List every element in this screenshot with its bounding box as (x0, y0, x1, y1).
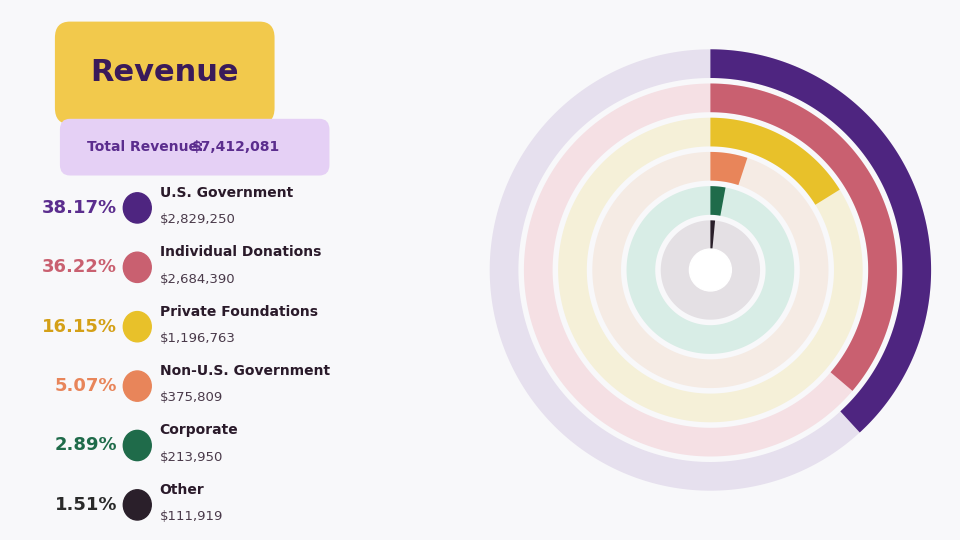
Polygon shape (710, 186, 726, 216)
Polygon shape (710, 152, 748, 185)
Text: $375,809: $375,809 (159, 392, 223, 404)
Polygon shape (710, 118, 840, 205)
Text: 16.15%: 16.15% (42, 318, 117, 336)
Text: $213,950: $213,950 (159, 451, 223, 464)
Text: Total Revenue:: Total Revenue: (87, 140, 208, 154)
Polygon shape (627, 186, 794, 354)
Circle shape (123, 193, 152, 223)
Text: $1,196,763: $1,196,763 (159, 332, 235, 345)
Polygon shape (660, 220, 760, 320)
Text: Other: Other (159, 483, 204, 497)
Circle shape (123, 312, 152, 342)
Polygon shape (710, 49, 931, 433)
Text: $111,919: $111,919 (159, 510, 223, 523)
Polygon shape (710, 84, 897, 391)
Text: Individual Donations: Individual Donations (159, 245, 321, 259)
Text: Non-U.S. Government: Non-U.S. Government (159, 364, 330, 378)
FancyBboxPatch shape (60, 119, 329, 176)
Polygon shape (558, 118, 863, 422)
Text: 2.89%: 2.89% (55, 436, 117, 455)
Text: 5.07%: 5.07% (55, 377, 117, 395)
Text: $2,829,250: $2,829,250 (159, 213, 235, 226)
Polygon shape (490, 49, 931, 491)
Text: $2,684,390: $2,684,390 (159, 273, 235, 286)
Polygon shape (524, 84, 897, 456)
Text: Corporate: Corporate (159, 423, 238, 437)
FancyBboxPatch shape (55, 22, 275, 124)
Circle shape (123, 252, 152, 282)
Circle shape (123, 490, 152, 520)
Text: Revenue: Revenue (90, 58, 239, 87)
Circle shape (123, 371, 152, 401)
Text: Private Foundations: Private Foundations (159, 305, 318, 319)
Polygon shape (592, 152, 828, 388)
Polygon shape (710, 220, 715, 249)
Text: U.S. Government: U.S. Government (159, 186, 293, 200)
Text: 1.51%: 1.51% (55, 496, 117, 514)
Text: $7,412,081: $7,412,081 (192, 140, 280, 154)
Text: 36.22%: 36.22% (42, 258, 117, 276)
Circle shape (123, 430, 152, 461)
Text: 38.17%: 38.17% (42, 199, 117, 217)
Circle shape (689, 249, 732, 291)
